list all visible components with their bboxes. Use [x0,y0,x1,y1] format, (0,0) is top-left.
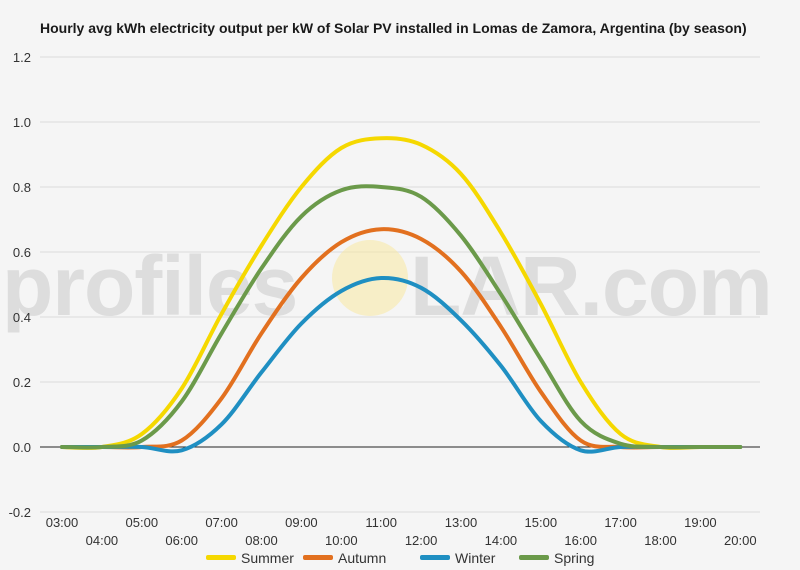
x-tick-label: 11:00 [365,515,397,530]
y-tick-label: 0.4 [13,310,31,325]
x-tick-label: 19:00 [684,515,717,530]
x-tick-label: 09:00 [285,515,318,530]
legend-label-winter: Winter [455,550,496,566]
x-axis-ticks: 03:00 04:00 05:00 06:00 07:00 08:00 09:00 10:00… [46,515,757,548]
y-tick-label: 1.2 [13,50,31,65]
legend: Summer Autumn Winter Spring [206,550,594,566]
y-tick-label: 0.6 [13,245,31,260]
x-tick-label: 13:00 [445,515,478,530]
x-tick-label: 14:00 [485,533,518,548]
x-tick-label: 08:00 [245,533,278,548]
legend-label-autumn: Autumn [338,550,386,566]
chart-title: Hourly avg kWh electricity output per kW… [40,20,747,36]
series-line-spring [60,184,743,450]
legend-swatch-spring [519,555,549,560]
y-tick-label: 0.0 [13,440,31,455]
x-tick-label: 17:00 [604,515,637,530]
x-tick-label: 04:00 [86,533,119,548]
x-tick-label: 18:00 [644,533,677,548]
x-tick-label: 05:00 [126,515,159,530]
y-tick-label: 0.2 [13,375,31,390]
x-tick-label: 07:00 [205,515,238,530]
x-tick-label: 16:00 [564,533,597,548]
series-line-winter [60,275,743,454]
watermark-right-text: LAR.com [410,239,772,333]
y-tick-label: 0.8 [13,180,31,195]
x-tick-label: 20:00 [724,533,757,548]
legend-swatch-summer [206,555,236,560]
y-tick-label: -0.2 [9,505,31,520]
series-line-summer [60,136,743,450]
x-tick-label: 06:00 [165,533,198,548]
legend-swatch-winter [420,555,450,560]
x-tick-label: 03:00 [46,515,79,530]
legend-swatch-autumn [303,555,333,560]
legend-label-summer: Summer [241,550,294,566]
y-axis-ticks: -0.2 0.0 0.2 0.4 0.6 0.8 1.0 1.2 [9,50,31,520]
series-lines [60,136,743,454]
y-tick-label: 1.0 [13,115,31,130]
x-tick-label: 10:00 [325,533,358,548]
legend-label-spring: Spring [554,550,594,566]
x-tick-label: 12:00 [405,533,438,548]
watermark-left-text: profiles [2,239,297,333]
x-tick-label: 15:00 [525,515,558,530]
